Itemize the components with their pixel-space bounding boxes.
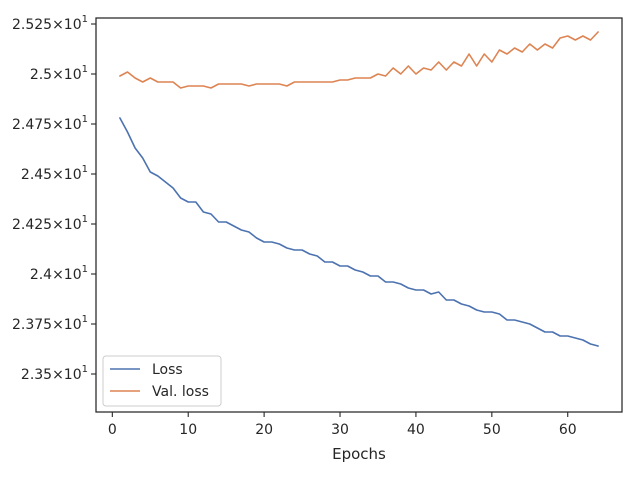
y-tick-label: 2.4×101 bbox=[30, 264, 88, 283]
legend-label-val-loss: Val. loss bbox=[152, 384, 209, 400]
y-tick-label: 2.35×101 bbox=[21, 364, 88, 383]
y-tick-label: 2.45×101 bbox=[21, 164, 88, 183]
x-tick-label: 40 bbox=[407, 422, 425, 438]
legend-label-loss: Loss bbox=[152, 362, 183, 378]
x-axis-ticks: 0 10 20 30 40 50 60 bbox=[108, 412, 577, 438]
x-tick-label: 10 bbox=[179, 422, 197, 438]
series-line-loss bbox=[119, 117, 599, 347]
y-tick-label: 2.525×101 bbox=[12, 14, 88, 33]
legend: Loss Val. loss bbox=[102, 355, 222, 407]
x-tick-label: 30 bbox=[331, 422, 349, 438]
x-tick-label: 60 bbox=[559, 422, 577, 438]
x-tick-label: 0 bbox=[108, 422, 117, 438]
y-axis-ticks: 2.35×101 2.375×101 2.4×101 2.425×101 2.45×10… bbox=[12, 14, 96, 383]
x-tick-label: 20 bbox=[255, 422, 273, 438]
plot-area bbox=[95, 17, 623, 413]
series-layer bbox=[119, 31, 599, 347]
series-line-val-loss bbox=[119, 31, 599, 89]
y-tick-label: 2.475×101 bbox=[12, 114, 88, 133]
y-tick-label: 2.5×101 bbox=[30, 64, 88, 83]
y-tick-label: 2.425×101 bbox=[12, 214, 88, 233]
y-tick-label: 2.375×101 bbox=[12, 314, 88, 333]
axes-frame bbox=[95, 17, 623, 413]
x-axis-label: Epochs bbox=[332, 445, 386, 463]
x-tick-label: 50 bbox=[483, 422, 501, 438]
